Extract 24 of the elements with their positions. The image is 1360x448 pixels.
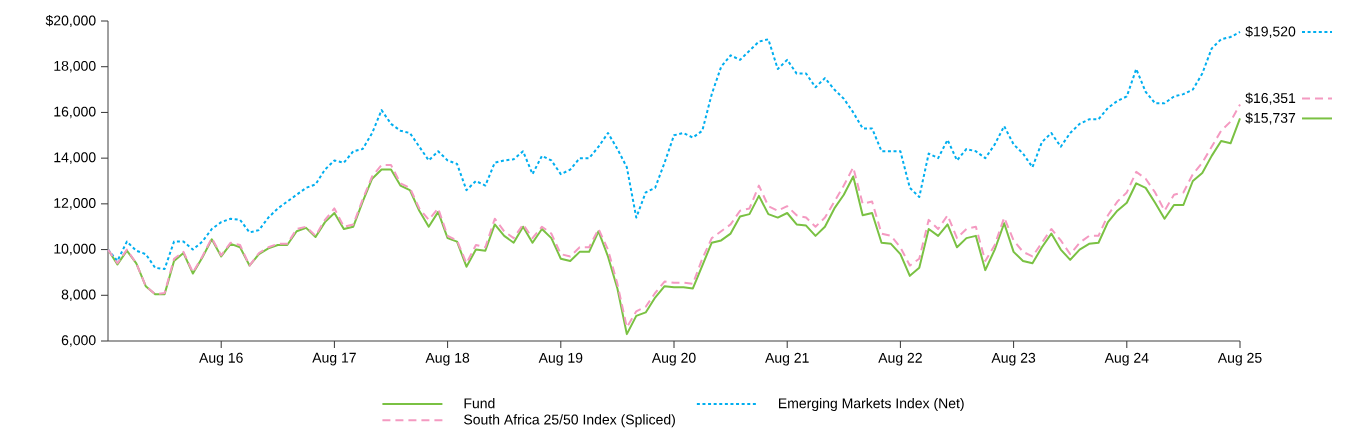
y-tick-label: 10,000 — [54, 243, 96, 256]
y-tick-label: 16,000 — [54, 106, 96, 119]
x-tick-label: Aug 17 — [312, 352, 356, 366]
x-tick-label: Aug 18 — [425, 352, 470, 366]
x-tick-label: Aug 23 — [991, 352, 1036, 366]
x-tick-label: Aug 21 — [765, 352, 809, 366]
y-tick-label: 6,000 — [61, 335, 96, 347]
x-tick-label: Aug 20 — [651, 352, 696, 366]
y-tick-label: $20,000 — [45, 14, 96, 28]
x-tick-label: Aug 22 — [878, 352, 922, 366]
y-tick-label: 12,000 — [54, 198, 96, 210]
legend-label: South Africa 25/50 Index (Spliced) — [464, 414, 675, 428]
legend-label: Emerging Markets Index (Net) — [779, 398, 964, 412]
legend-label: Fund — [464, 398, 495, 409]
data-label: $16,351 — [1245, 92, 1296, 105]
x-tick-label: Aug 16 — [199, 352, 243, 366]
y-tick-label: 8,000 — [61, 289, 96, 302]
x-tick-label: Aug 25 — [1217, 352, 1262, 366]
data-label: $19,520 — [1245, 25, 1296, 39]
x-tick-label: Aug 19 — [538, 352, 583, 366]
x-tick-label: Aug 24 — [1104, 352, 1149, 366]
y-tick-label: 18,000 — [54, 60, 96, 73]
data-label: $15,737 — [1245, 112, 1296, 125]
y-tick-label: 14,000 — [54, 152, 96, 164]
